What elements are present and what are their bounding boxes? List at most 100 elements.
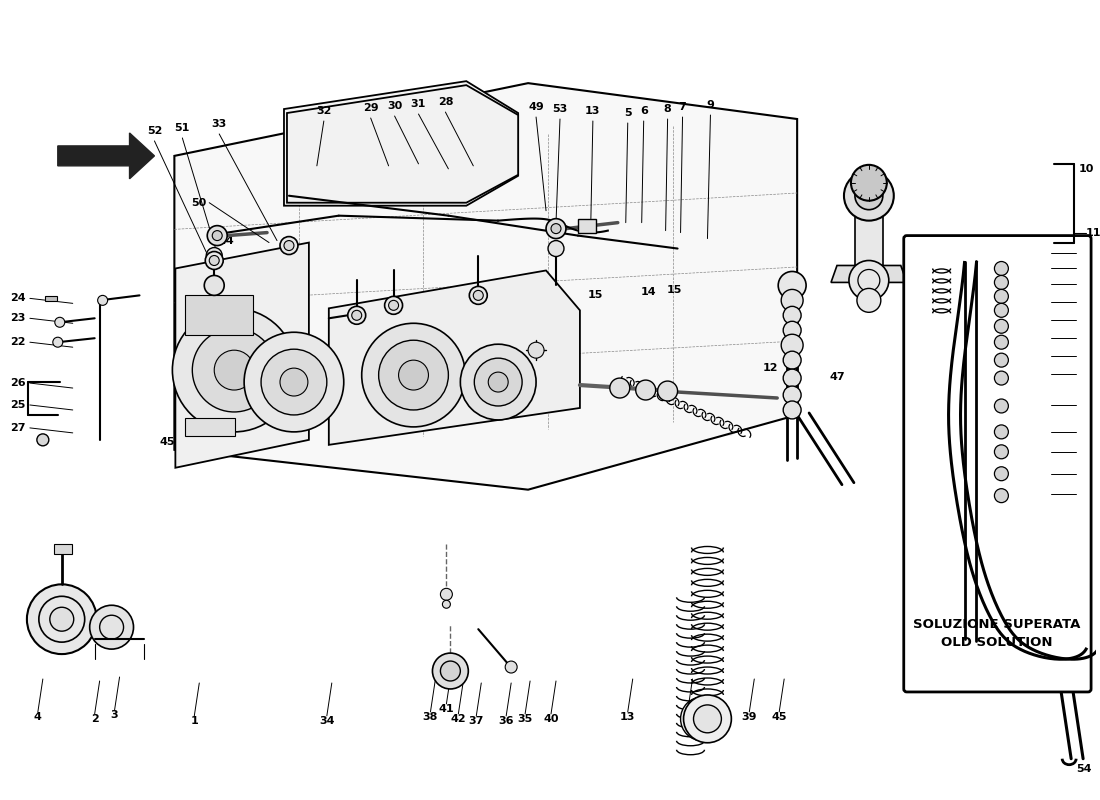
Circle shape: [994, 371, 1009, 385]
Circle shape: [528, 342, 544, 358]
Circle shape: [442, 600, 450, 608]
Text: 54: 54: [1077, 764, 1092, 774]
Text: 8: 8: [663, 104, 671, 114]
Text: 33: 33: [252, 322, 266, 332]
Text: 48: 48: [1074, 469, 1089, 478]
Text: 21: 21: [1074, 447, 1089, 457]
Text: 48: 48: [1074, 427, 1089, 437]
Text: 10: 10: [1078, 164, 1093, 174]
Circle shape: [994, 425, 1009, 439]
Circle shape: [994, 445, 1009, 458]
Circle shape: [681, 697, 725, 741]
Circle shape: [994, 275, 1009, 290]
Circle shape: [994, 262, 1009, 275]
Circle shape: [855, 182, 883, 210]
Circle shape: [783, 386, 801, 404]
Circle shape: [214, 350, 254, 390]
Circle shape: [994, 290, 1009, 303]
Text: 33: 33: [211, 119, 227, 129]
Text: 51: 51: [175, 123, 190, 133]
Bar: [185, 295, 253, 335]
Text: 53: 53: [272, 369, 287, 379]
Circle shape: [284, 241, 294, 250]
Text: 29: 29: [363, 103, 378, 113]
Circle shape: [206, 251, 223, 270]
Circle shape: [778, 271, 806, 299]
Circle shape: [280, 368, 308, 396]
Bar: [45, 296, 57, 302]
Circle shape: [173, 308, 296, 432]
Text: 26: 26: [10, 378, 25, 388]
Circle shape: [460, 344, 536, 420]
Text: 11: 11: [1086, 228, 1100, 238]
Circle shape: [994, 335, 1009, 349]
Circle shape: [50, 607, 74, 631]
Circle shape: [546, 218, 566, 238]
Text: 53: 53: [552, 104, 568, 114]
Text: 17: 17: [1074, 279, 1089, 290]
Circle shape: [207, 226, 228, 246]
Circle shape: [192, 328, 276, 412]
Circle shape: [90, 606, 133, 649]
Circle shape: [98, 295, 108, 306]
Text: 16: 16: [1074, 263, 1089, 274]
Circle shape: [851, 165, 887, 201]
Circle shape: [388, 300, 398, 310]
Text: 45: 45: [771, 712, 786, 722]
Circle shape: [348, 306, 365, 324]
Circle shape: [609, 378, 629, 398]
Text: 22: 22: [10, 338, 25, 347]
Text: 4: 4: [34, 712, 42, 722]
Text: 15: 15: [667, 286, 682, 295]
Circle shape: [783, 401, 801, 419]
Text: 28: 28: [438, 97, 453, 107]
Text: 39: 39: [741, 712, 757, 722]
Text: 47: 47: [1074, 369, 1089, 379]
Text: 6: 6: [640, 106, 648, 116]
Circle shape: [280, 237, 298, 254]
Circle shape: [244, 332, 344, 432]
Text: 36: 36: [498, 716, 514, 726]
Polygon shape: [284, 81, 518, 206]
Circle shape: [691, 707, 714, 731]
Text: 43: 43: [1074, 489, 1089, 498]
Circle shape: [783, 322, 801, 339]
Circle shape: [205, 275, 224, 295]
Text: 13: 13: [620, 712, 636, 722]
Circle shape: [783, 306, 801, 324]
Text: 30: 30: [387, 101, 403, 111]
Text: eurospares: eurospares: [570, 300, 686, 320]
Polygon shape: [58, 133, 154, 178]
Bar: [54, 545, 72, 554]
Text: 47: 47: [829, 372, 845, 382]
Text: 15: 15: [588, 290, 604, 300]
Text: 32: 32: [316, 106, 331, 116]
Text: eurospares: eurospares: [619, 420, 736, 440]
Circle shape: [470, 286, 487, 304]
Text: eurospares: eurospares: [370, 320, 487, 340]
Circle shape: [994, 399, 1009, 413]
Circle shape: [53, 338, 63, 347]
Circle shape: [432, 653, 469, 689]
Text: OLD SOLUTION: OLD SOLUTION: [940, 636, 1053, 649]
Circle shape: [352, 310, 362, 320]
Circle shape: [844, 171, 894, 221]
Text: 2: 2: [91, 714, 99, 724]
Text: 35: 35: [517, 714, 532, 724]
Text: 20: 20: [1074, 400, 1089, 410]
Text: 23: 23: [10, 314, 25, 323]
Text: 25: 25: [10, 400, 25, 410]
Circle shape: [212, 230, 222, 241]
Text: eurospares: eurospares: [170, 350, 287, 370]
Text: 20: 20: [1074, 315, 1089, 326]
Bar: [578, 218, 596, 233]
Circle shape: [474, 358, 522, 406]
Circle shape: [994, 319, 1009, 334]
Circle shape: [473, 290, 483, 300]
Circle shape: [783, 351, 801, 369]
Text: 31: 31: [410, 99, 426, 109]
Bar: [855, 196, 883, 270]
Circle shape: [693, 705, 722, 733]
Text: 37: 37: [469, 716, 484, 726]
Circle shape: [636, 380, 656, 400]
